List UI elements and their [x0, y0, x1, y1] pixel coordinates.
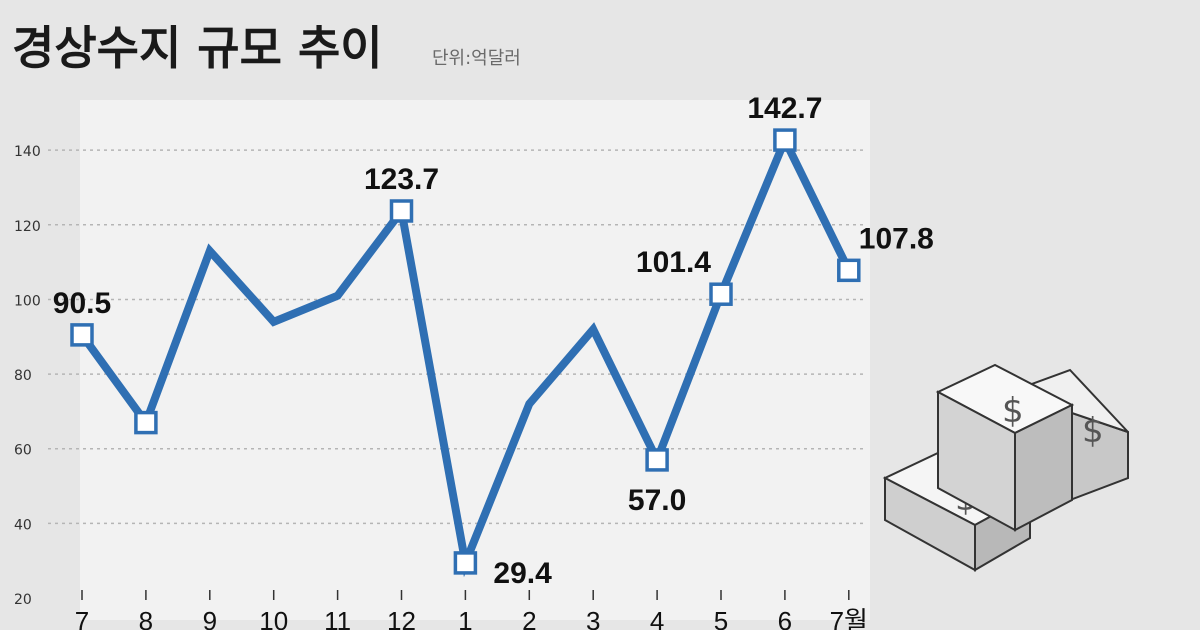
data-point-marker	[389, 199, 414, 223]
x-tick-label: 11	[324, 606, 351, 630]
data-label: 123.7	[364, 163, 439, 196]
unit-label: 단위:억달러	[432, 48, 521, 69]
x-tick-label: 10	[259, 606, 288, 630]
x-tick-label: 7월	[830, 606, 868, 630]
x-tick-label: 2	[522, 606, 536, 630]
x-axis-ticks: 7 8 9 10 11 12 1 2 3 4 5 6 7월	[75, 590, 868, 630]
data-label: 57.0	[628, 484, 686, 517]
chart-title: 경상수지 규모 추이	[12, 21, 383, 75]
x-tick-label: 1	[458, 606, 472, 630]
x-tick-label: 4	[650, 606, 664, 630]
data-point-marker	[837, 258, 861, 283]
y-axis-ticks: 20 40 60 80 100 120 140	[14, 144, 41, 608]
data-label: 142.7	[747, 92, 822, 125]
data-point-marker	[134, 410, 158, 435]
data-label: 107.8	[859, 222, 934, 255]
data-point-marker	[645, 448, 669, 472]
markers	[70, 128, 861, 575]
y-tick-label: 60	[14, 443, 32, 459]
svg-text:$: $	[1002, 391, 1024, 431]
y-tick-label: 140	[14, 144, 41, 160]
data-point-marker	[709, 282, 733, 306]
data-point-marker	[773, 128, 797, 152]
y-tick-label: 80	[14, 368, 32, 384]
data-label: 90.5	[53, 287, 111, 320]
data-labels: 90.5 123.7 29.4 57.0 101.4 142.7 107.8	[53, 92, 934, 590]
data-point-marker	[453, 551, 478, 575]
x-tick-label: 6	[778, 606, 792, 630]
svg-text:$: $	[1082, 411, 1104, 451]
money-stack-icon: $ $ $	[882, 363, 1129, 572]
x-tick-label: 7	[75, 606, 89, 630]
x-tick-label: 3	[586, 606, 600, 630]
y-tick-label: 120	[14, 219, 41, 235]
data-label: 29.4	[493, 557, 552, 590]
data-label: 101.4	[636, 246, 711, 279]
y-tick-label: 40	[14, 517, 32, 533]
y-tick-label: 20	[14, 592, 32, 608]
x-tick-label: 9	[203, 606, 217, 630]
x-tick-label: 12	[387, 606, 416, 630]
data-point-marker	[70, 323, 94, 347]
x-tick-label: 5	[714, 606, 728, 630]
x-tick-label: 8	[139, 606, 153, 630]
y-tick-label: 100	[14, 293, 41, 309]
